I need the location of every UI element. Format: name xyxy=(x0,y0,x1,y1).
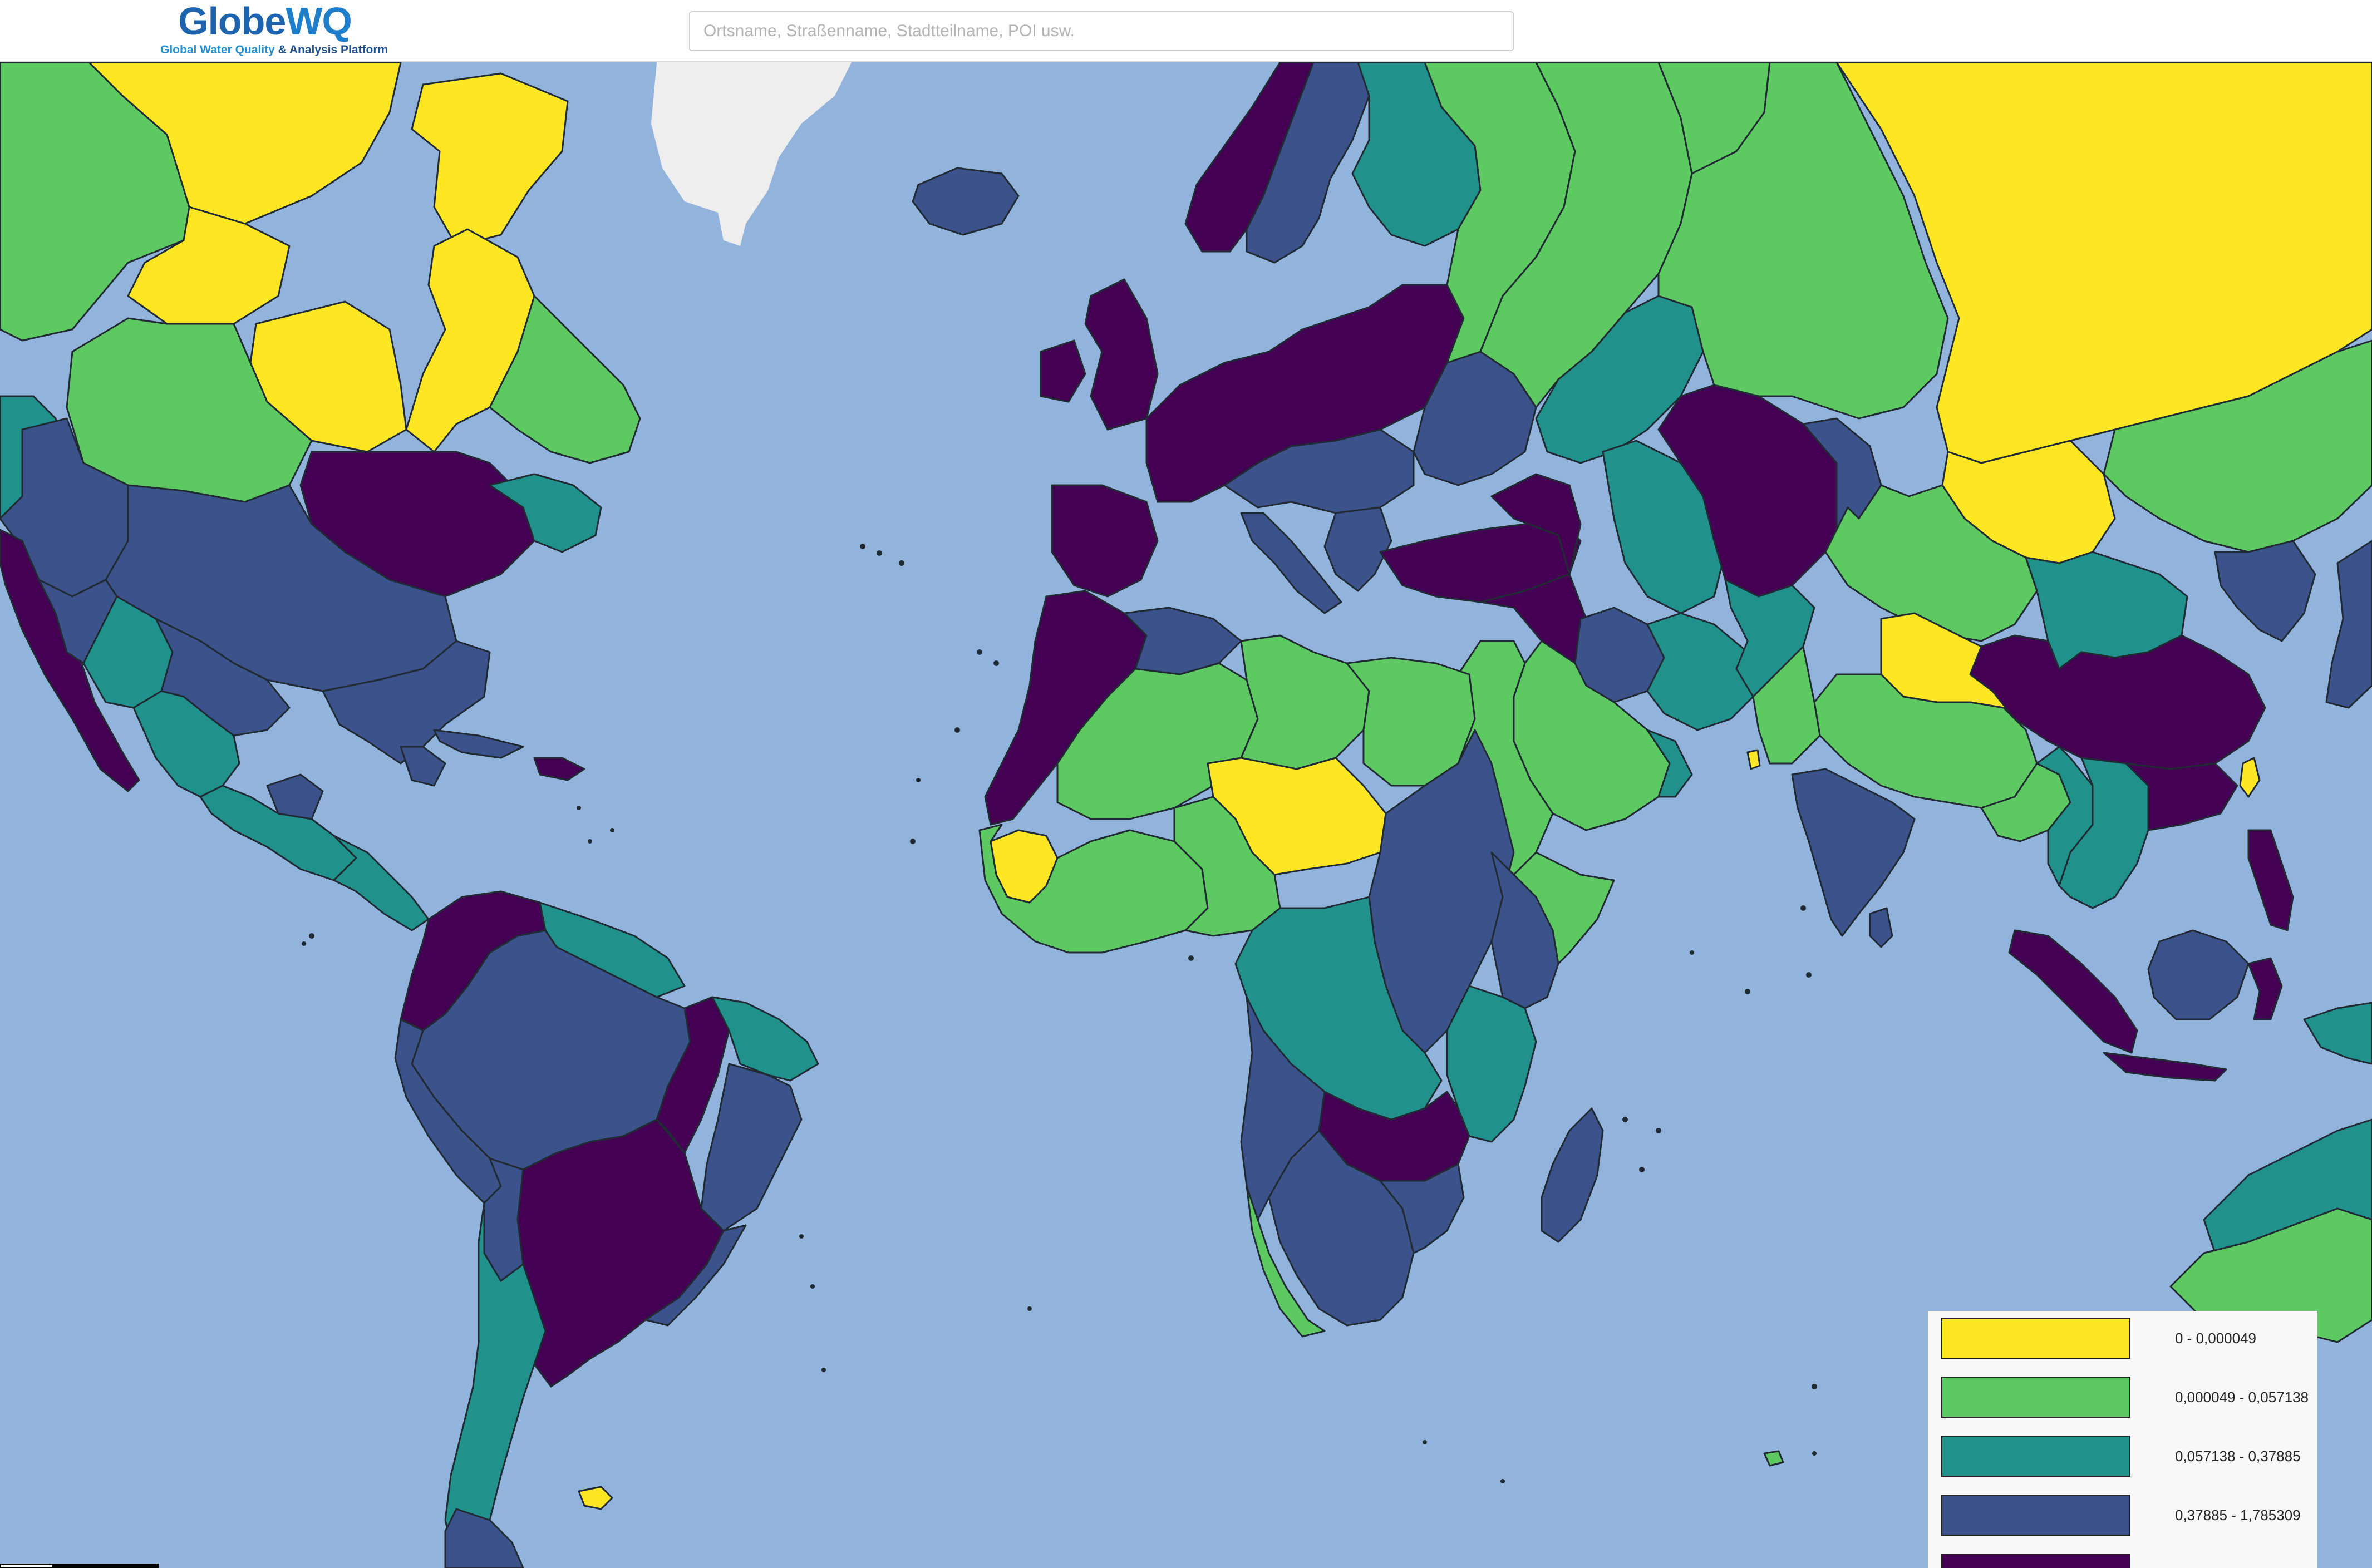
basin-rio-grande xyxy=(155,618,291,737)
basin-japan xyxy=(2325,540,2372,709)
legend-row: 0,057138 - 0,37885 xyxy=(1928,1436,2317,1479)
basin-east-africa-coast xyxy=(1446,985,1537,1143)
basin-india-peninsula xyxy=(1791,768,1916,937)
basin-arctic-islands xyxy=(411,72,569,247)
legend-swatch xyxy=(1941,1436,2130,1477)
basin-south-georgia xyxy=(1763,1450,1784,1467)
legend-label: 0,000049 - 0,057138 xyxy=(2175,1389,2309,1406)
basin-oman xyxy=(1646,729,1693,798)
legend-row: 0,37885 - 1,785309 xyxy=(1928,1495,2317,1538)
basin-us-southeast xyxy=(322,640,491,765)
basin-turkey xyxy=(1379,517,1582,603)
basin-hudson-east xyxy=(405,228,535,453)
basin-iberia xyxy=(1051,484,1159,598)
scale-bar-segment-white xyxy=(0,1564,53,1568)
scale-bar xyxy=(0,1562,159,1568)
location-search-input[interactable] xyxy=(689,11,1514,51)
scale-bar-segment-black xyxy=(53,1564,159,1568)
basin-hispaniola xyxy=(533,757,585,781)
logo-wordmark: GlobeWQ xyxy=(178,0,352,43)
basin-orange xyxy=(1268,1130,1415,1327)
map-canvas[interactable] xyxy=(0,62,2372,1568)
basin-taiwan xyxy=(2239,757,2261,798)
basin-amur xyxy=(2103,339,2372,553)
basin-iceland xyxy=(912,167,1020,236)
logo-wordmark-wq: WQ xyxy=(286,0,352,43)
basin-sulawesi xyxy=(2247,957,2283,1020)
basin-india-northwest xyxy=(1752,645,1821,765)
map-legend: 0 - 0,000049 0,000049 - 0,057138 0,057138 … xyxy=(1928,1311,2317,1568)
basin-cuba xyxy=(433,729,524,759)
basin-sao-francisco xyxy=(700,1063,803,1232)
legend-swatch xyxy=(1941,1495,2130,1536)
basin-falklands xyxy=(578,1486,613,1510)
basin-quebec-labrador xyxy=(489,295,641,464)
globewq-logo[interactable]: GlobeWQ Global Water Quality & Analysis … xyxy=(158,0,403,58)
basin-patagonia xyxy=(444,1508,524,1568)
basin-yangtze xyxy=(1969,634,2266,770)
basin-horn xyxy=(1513,851,1615,965)
basin-balkans xyxy=(1323,506,1392,592)
basin-ireland xyxy=(1040,339,1086,403)
basin-maritimes xyxy=(489,473,602,553)
basin-ob xyxy=(1657,62,1949,420)
logo-tagline-part1: Global Water Quality xyxy=(160,43,278,56)
basin-central-america xyxy=(333,835,430,931)
legend-label: 0 - 0,000049 xyxy=(2175,1330,2257,1347)
legend-row: 0,000049 - 0,057138 xyxy=(1928,1377,2317,1420)
basin-malaysia-sumatra xyxy=(2008,929,2138,1054)
basin-northeast-brazil xyxy=(711,996,819,1082)
basin-iran-plateau xyxy=(1646,612,1760,731)
basin-florida xyxy=(400,746,446,787)
basin-danube xyxy=(1223,428,1415,514)
world-map[interactable]: 0 - 0,000049 0,000049 - 0,057138 0,057138 … xyxy=(0,62,2372,1568)
logo-wordmark-globe: Globe xyxy=(178,0,286,43)
legend-row: 0 - 0,000049 xyxy=(1928,1318,2317,1361)
basin-south-china xyxy=(2125,762,2238,831)
legend-label: 1,785309 - 250,8904 xyxy=(2175,1566,2309,1568)
legend-label: 0,057138 - 0,37885 xyxy=(2175,1448,2301,1465)
basin-korea xyxy=(2214,540,2316,642)
basin-new-guinea xyxy=(2303,1002,2372,1065)
basin-sri-lanka-sw xyxy=(1746,749,1761,770)
logo-tagline: Global Water Quality & Analysis Platform xyxy=(160,43,388,57)
legend-swatch xyxy=(1941,1554,2130,1568)
top-bar: GlobeWQ Global Water Quality & Analysis … xyxy=(0,0,2372,62)
legend-swatch xyxy=(1941,1377,2130,1418)
legend-label: 0,37885 - 1,785309 xyxy=(2175,1507,2301,1523)
basin-uk xyxy=(1084,278,1159,431)
basin-canada-arctic xyxy=(88,62,402,225)
basin-brazil-east-coast xyxy=(644,1224,747,1327)
greenland-ice xyxy=(651,62,852,246)
legend-row: 1,785309 - 250,8904 xyxy=(1928,1554,2317,1568)
basin-kalahari-west xyxy=(1246,1185,1326,1338)
basin-philippines xyxy=(2247,829,2294,931)
basin-madagascar xyxy=(1541,1107,1604,1243)
basin-java xyxy=(2103,1052,2227,1082)
basin-mexico-north xyxy=(132,690,240,798)
basin-sri-lanka xyxy=(1869,907,1893,948)
basin-borneo xyxy=(2147,929,2250,1020)
basin-italy xyxy=(1240,512,1342,614)
logo-tagline-part2: & Analysis Platform xyxy=(278,43,388,56)
legend-swatch xyxy=(1941,1318,2130,1359)
basin-yucatan xyxy=(266,773,324,820)
basin-limpopo xyxy=(1379,1163,1465,1254)
basin-sweden xyxy=(1246,62,1370,264)
islets xyxy=(302,544,1817,1483)
